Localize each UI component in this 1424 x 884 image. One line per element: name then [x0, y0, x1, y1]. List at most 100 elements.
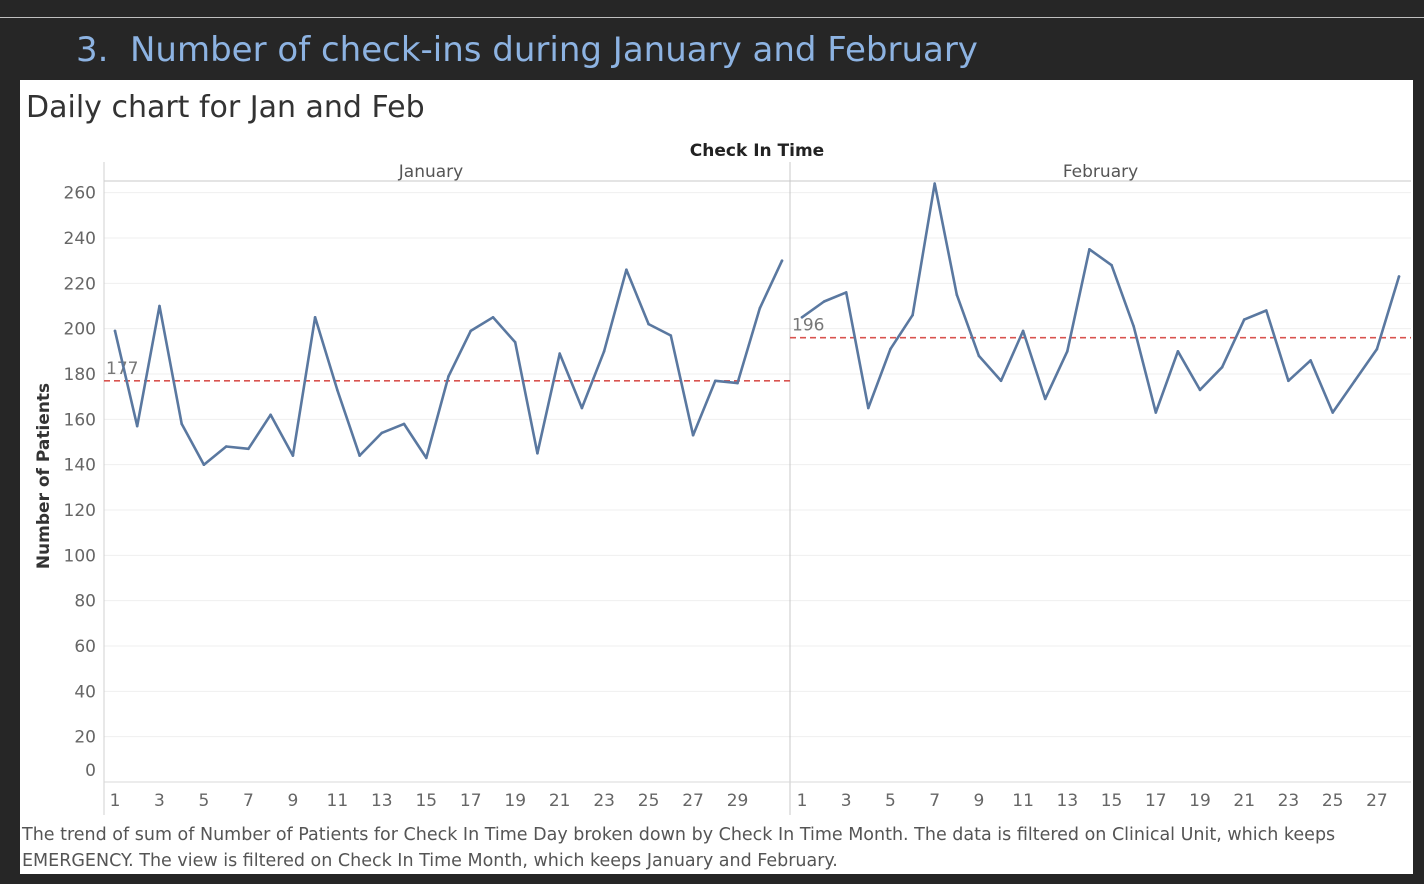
- y-tick-label: 80: [74, 592, 96, 612]
- top-divider: [0, 17, 1424, 18]
- data-point: [1220, 365, 1224, 369]
- y-tick-label: 240: [64, 229, 96, 249]
- y-tick-label: 220: [64, 274, 96, 294]
- y-tick-label: 120: [64, 501, 96, 521]
- data-point: [291, 454, 295, 457]
- y-axis-label: Number of Patients: [34, 383, 54, 569]
- data-point: [1331, 411, 1334, 414]
- x-tick-label: 17: [1145, 791, 1167, 811]
- data-point: [844, 291, 848, 294]
- data-point: [469, 329, 473, 333]
- y-tick-label: 40: [74, 682, 96, 702]
- data-point: [911, 313, 914, 317]
- section-heading: 3. Number of check-ins during January and…: [76, 30, 978, 70]
- x-tick-label: 5: [199, 791, 210, 811]
- x-tick-label: 13: [1057, 791, 1079, 811]
- data-point: [336, 388, 339, 392]
- data-point: [714, 379, 717, 383]
- data-point: [380, 431, 384, 435]
- data-point: [933, 182, 936, 185]
- x-tick-label: 27: [1366, 791, 1388, 811]
- y-tick-label: 0: [85, 761, 96, 781]
- y-tick-label: 200: [64, 320, 96, 340]
- data-point: [1043, 397, 1047, 401]
- data-point: [955, 293, 959, 296]
- data-point: [1110, 263, 1113, 267]
- x-tick-label: 15: [1101, 791, 1123, 811]
- data-point: [1265, 309, 1268, 312]
- line-chart: Check In Time Number of Patients 0 20 40 60 80…: [34, 141, 1411, 815]
- x-tick-label: 19: [1189, 791, 1211, 811]
- data-point: [158, 304, 161, 308]
- data-point: [1088, 248, 1091, 251]
- data-point: [580, 406, 584, 410]
- y-tick-label: 160: [64, 410, 96, 430]
- x-tick-label: 21: [1233, 791, 1255, 811]
- x-tick-label: 3: [154, 791, 165, 811]
- x-tick-label: 13: [371, 791, 393, 811]
- x-tick-label: 29: [727, 791, 749, 811]
- data-point: [224, 445, 228, 448]
- data-point: [889, 347, 892, 351]
- chart-panel: Daily chart for Jan and Feb Check In Tim…: [20, 80, 1413, 874]
- data-point: [977, 354, 981, 358]
- y-tick-label: 140: [64, 456, 96, 476]
- y-tick-label: 260: [64, 184, 96, 204]
- y-tick-label: 100: [64, 546, 96, 566]
- x-tick-label: 23: [1278, 791, 1300, 811]
- data-point: [1176, 350, 1180, 353]
- x-tick-label: 23: [593, 791, 615, 811]
- data-point: [313, 316, 317, 319]
- data-point: [113, 329, 117, 333]
- section-title: Number of check-ins during January and F…: [130, 30, 978, 70]
- series-line-january: [113, 259, 784, 467]
- data-point: [1242, 318, 1246, 321]
- x-tick-label: 15: [415, 791, 437, 811]
- data-point: [999, 379, 1003, 383]
- x-tick-label: 19: [504, 791, 526, 811]
- data-point: [491, 316, 495, 319]
- x-tick-label: 11: [327, 791, 349, 811]
- x-tick-label: 11: [1012, 791, 1034, 811]
- data-point: [602, 350, 606, 353]
- data-point: [513, 341, 517, 344]
- data-point: [358, 454, 361, 457]
- data-point: [1132, 325, 1135, 328]
- data-point: [1375, 347, 1379, 351]
- x-tick-label: 5: [885, 791, 896, 811]
- data-point: [1353, 379, 1357, 383]
- data-point: [1287, 379, 1290, 383]
- panel-header-january: January: [398, 162, 463, 182]
- data-point: [558, 352, 561, 355]
- data-point: [1309, 359, 1312, 362]
- x-tick-label: 9: [287, 791, 298, 811]
- x-tick-label: 7: [929, 791, 940, 811]
- data-point: [269, 413, 272, 417]
- data-point: [736, 381, 739, 385]
- series-line-february: [800, 182, 1401, 414]
- x-tick-label: 7: [243, 791, 254, 811]
- x-tick-label: 17: [460, 791, 482, 811]
- data-point: [425, 456, 428, 460]
- data-point: [669, 334, 673, 337]
- reference-label: 177: [106, 359, 138, 379]
- column-header: Check In Time: [690, 141, 824, 161]
- data-point: [447, 375, 450, 378]
- section-number: 3.: [76, 30, 109, 70]
- data-point: [758, 307, 762, 310]
- chart-title: Daily chart for Jan and Feb: [26, 90, 425, 125]
- data-point: [1397, 275, 1401, 278]
- data-point: [1154, 411, 1158, 414]
- data-point: [180, 422, 183, 426]
- data-point: [135, 424, 139, 428]
- x-tick-label: 27: [682, 791, 704, 811]
- x-tick-label: 25: [638, 791, 660, 811]
- data-point: [536, 452, 539, 455]
- data-point: [402, 422, 406, 426]
- data-point: [247, 447, 250, 451]
- reference-label: 196: [792, 316, 824, 336]
- x-tick-label: 1: [797, 791, 808, 811]
- panel-header-february: February: [1063, 162, 1138, 182]
- data-point: [867, 406, 870, 410]
- data-point: [780, 259, 784, 262]
